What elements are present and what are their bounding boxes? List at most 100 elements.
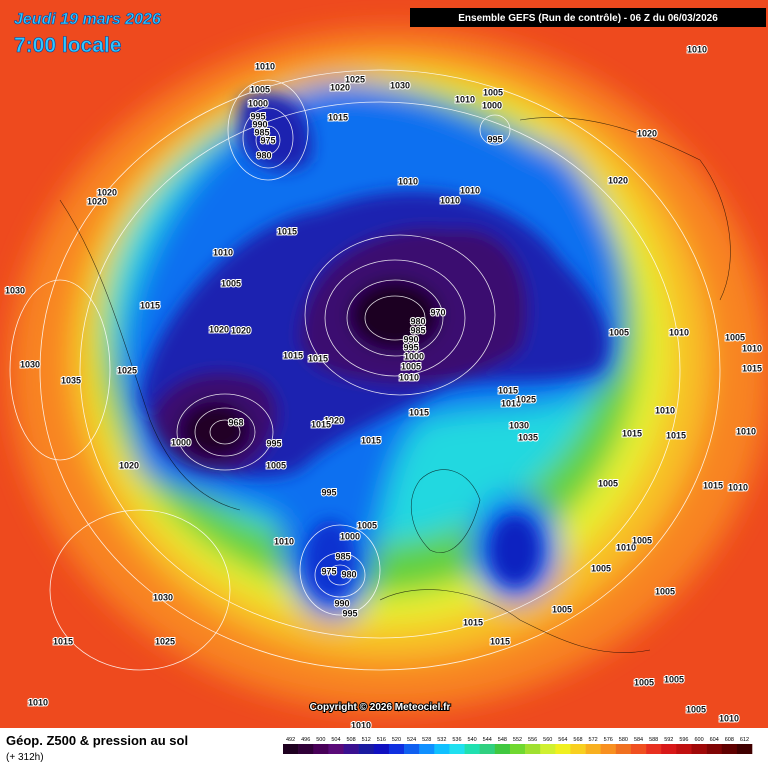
isobar-label: 1015 bbox=[328, 112, 348, 122]
legend-swatch bbox=[313, 744, 329, 754]
legend-label: 568 bbox=[573, 737, 582, 743]
isobar-label: 1015 bbox=[311, 419, 331, 429]
isobar-label: 1025 bbox=[117, 365, 137, 375]
legend-label: 504 bbox=[331, 737, 340, 743]
isobar-label: 985 bbox=[410, 325, 425, 335]
isobar-label: 1005 bbox=[598, 478, 618, 488]
legend-swatch bbox=[646, 744, 662, 754]
isobar-label: 1010 bbox=[655, 405, 675, 415]
isobar-label: 1010 bbox=[719, 713, 739, 723]
legend-swatch bbox=[449, 744, 465, 754]
isobar-label: 1020 bbox=[231, 325, 251, 335]
isobar-label: 1000 bbox=[404, 351, 424, 361]
legend-swatch bbox=[585, 744, 602, 754]
isobar-label: 1005 bbox=[401, 361, 421, 371]
legend-label: 508 bbox=[346, 737, 355, 743]
legend-swatch bbox=[358, 744, 375, 754]
legend-swatch bbox=[388, 744, 405, 754]
legend-label: 584 bbox=[634, 737, 643, 743]
isobar-label: 1005 bbox=[609, 327, 629, 337]
legend-label: 520 bbox=[392, 737, 401, 743]
legend-swatch bbox=[630, 744, 647, 754]
isobar-label: 1020 bbox=[330, 82, 350, 92]
isobar-label: 1010 bbox=[213, 247, 233, 257]
isobar-label: 1000 bbox=[340, 531, 360, 541]
legend-swatch bbox=[706, 744, 723, 754]
copyright: Copyright © 2026 Meteociel.fr bbox=[310, 702, 451, 713]
lead-time: (+ 312h) bbox=[6, 752, 44, 763]
isobar-label: 1005 bbox=[634, 677, 654, 687]
legend-label: 604 bbox=[710, 737, 719, 743]
isobar-label: 1005 bbox=[483, 87, 503, 97]
legend-swatch bbox=[419, 744, 435, 754]
legend-label: 572 bbox=[589, 737, 598, 743]
legend-swatch bbox=[404, 744, 420, 754]
legend-label: 532 bbox=[437, 737, 446, 743]
legend-swatch bbox=[298, 744, 314, 754]
isobar-label: 1030 bbox=[5, 285, 25, 295]
isobar-label: 1010 bbox=[687, 44, 707, 54]
run-title: Ensemble GEFS (Run de contrôle) - 06 Z d… bbox=[458, 13, 718, 24]
isobar-label: 1015 bbox=[277, 226, 297, 236]
isobar-label: 995 bbox=[250, 111, 265, 121]
isobar-label: 1030 bbox=[20, 359, 40, 369]
legend-label: 564 bbox=[558, 737, 567, 743]
legend-swatch bbox=[691, 744, 707, 754]
isobar-label: 1010 bbox=[669, 327, 689, 337]
isobar-label: 1000 bbox=[248, 98, 268, 108]
product: Géop. Z500 & pression au sol bbox=[6, 733, 188, 748]
legend-label: 580 bbox=[619, 737, 628, 743]
isobar-label: 1005 bbox=[552, 604, 572, 614]
legend-swatch bbox=[555, 744, 571, 754]
isobar-label: 970 bbox=[430, 307, 445, 317]
isobar-label: 985 bbox=[335, 551, 350, 561]
isobar-label: 1015 bbox=[490, 636, 510, 646]
isobar-label: 1005 bbox=[725, 332, 745, 342]
isobar-label: 1010 bbox=[399, 372, 419, 382]
legend-swatch bbox=[540, 744, 556, 754]
isobar-label: 1015 bbox=[463, 617, 483, 627]
legend-swatch bbox=[570, 744, 586, 754]
isobar-label: 1010 bbox=[736, 426, 756, 436]
isobar-label: 990 bbox=[334, 598, 349, 608]
isobar-label: 1010 bbox=[742, 343, 762, 353]
isobar-labels: 1010100510009959909859759801020102510301… bbox=[4, 43, 763, 731]
isobar-label: 980 bbox=[341, 569, 356, 579]
isobar-label: 1005 bbox=[664, 674, 684, 684]
legend-label: 556 bbox=[528, 737, 537, 743]
isobar-label: 1030 bbox=[509, 420, 529, 430]
isobar-label: 1005 bbox=[655, 586, 675, 596]
isobar-label: 1010 bbox=[274, 536, 294, 546]
legend-swatch bbox=[343, 744, 359, 754]
isobar-label: 1020 bbox=[87, 196, 107, 206]
legend-label: 576 bbox=[604, 737, 613, 743]
legend-swatch bbox=[328, 744, 344, 754]
legend-label: 516 bbox=[377, 737, 386, 743]
legend-label: 592 bbox=[664, 737, 673, 743]
isobar-label: 1000 bbox=[171, 437, 191, 447]
legend-swatch bbox=[509, 744, 526, 754]
isobar-label: 1015 bbox=[53, 636, 73, 646]
legend-swatch bbox=[283, 744, 299, 754]
legend-label: 548 bbox=[498, 737, 507, 743]
isobar-label: 995 bbox=[342, 608, 357, 618]
isobar-label: 1005 bbox=[591, 563, 611, 573]
isobar-label: 1010 bbox=[460, 185, 480, 195]
isobar-label: 1030 bbox=[153, 592, 173, 602]
date: Jeudi 19 mars 2026 bbox=[14, 11, 161, 28]
isobar-label: 1025 bbox=[516, 394, 536, 404]
legend-swatch bbox=[479, 744, 496, 754]
isobar-label: 975 bbox=[260, 135, 275, 145]
isobar-label: 1015 bbox=[622, 428, 642, 438]
isobar-label: 985 bbox=[254, 127, 269, 137]
local-time: 7:00 locale bbox=[14, 34, 121, 57]
legend-label: 544 bbox=[483, 737, 492, 743]
isobar-label: 1020 bbox=[608, 175, 628, 185]
isobar-label: 1015 bbox=[498, 385, 518, 395]
legend-label: 540 bbox=[468, 737, 477, 743]
isobar-label: 1005 bbox=[686, 704, 706, 714]
legend-swatch bbox=[373, 744, 390, 754]
legend-label: 552 bbox=[513, 737, 522, 743]
legend-swatch bbox=[434, 744, 450, 754]
